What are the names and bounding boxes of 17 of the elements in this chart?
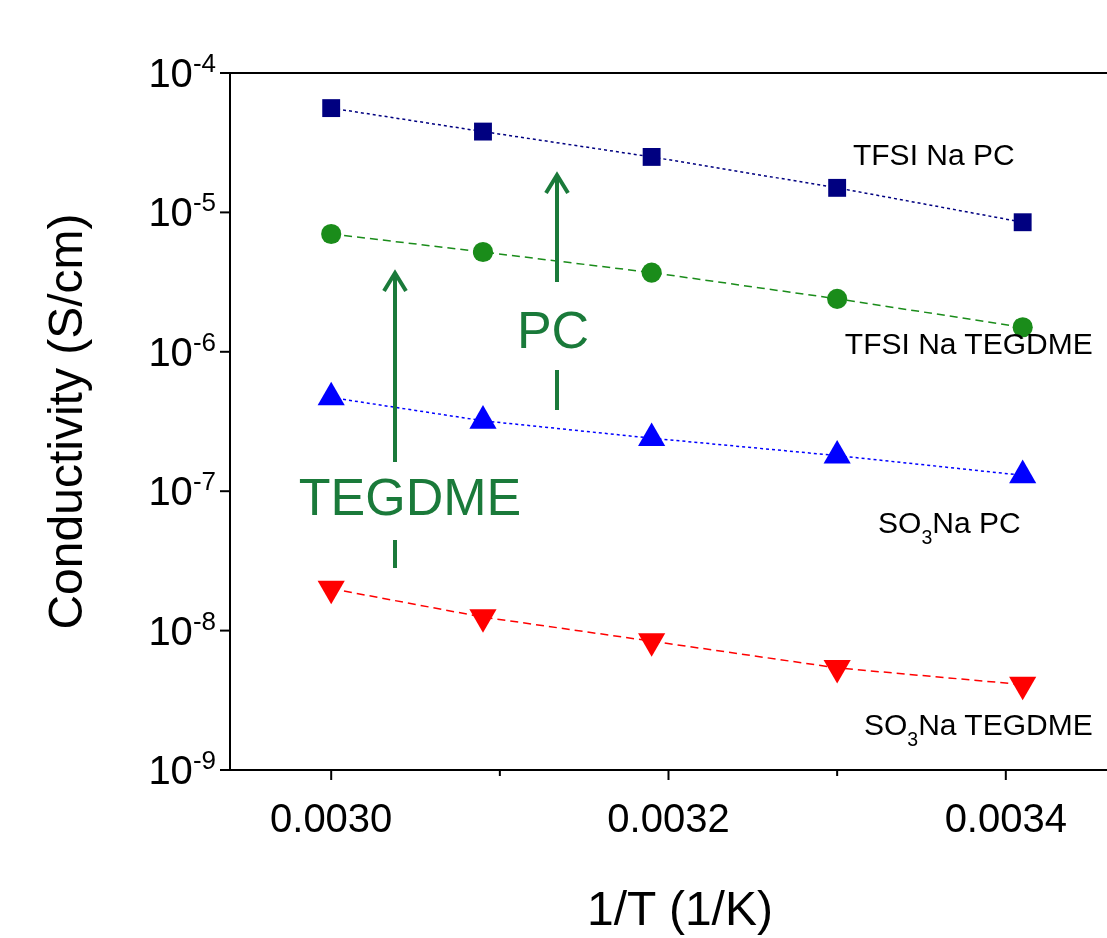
- y-tick-label: 10$^{-8}$: [148, 605, 216, 653]
- x-tick-label: 0.0034: [944, 796, 1067, 840]
- annotation: TEGDME: [298, 468, 522, 526]
- y-tick-label: 10$^{-7}$: [148, 466, 216, 514]
- annotation: PC: [516, 301, 590, 359]
- y-tick-label: 10$^{-5}$: [148, 187, 216, 235]
- x-tick-label: 0.0032: [607, 796, 730, 840]
- series-label: SO$_{3}$Na TEGDME: [863, 707, 1093, 750]
- series-label: TFSI Na PC: [852, 138, 1015, 172]
- y-tick-label: 10$^{-4}$: [148, 48, 216, 95]
- y-tick-label: 10$^{-9}$: [148, 745, 216, 792]
- series-label: TFSI Na TEGDME: [844, 327, 1093, 361]
- series-label: SO$_{3}$Na PC: [878, 506, 1021, 549]
- x-axis-title: 1/T (1/K): [587, 882, 773, 935]
- y-axis-title: Conductivity (S/cm): [39, 213, 92, 630]
- x-tick-label: 0.0030: [270, 796, 393, 840]
- y-tick-label: 10$^{-6}$: [148, 326, 216, 374]
